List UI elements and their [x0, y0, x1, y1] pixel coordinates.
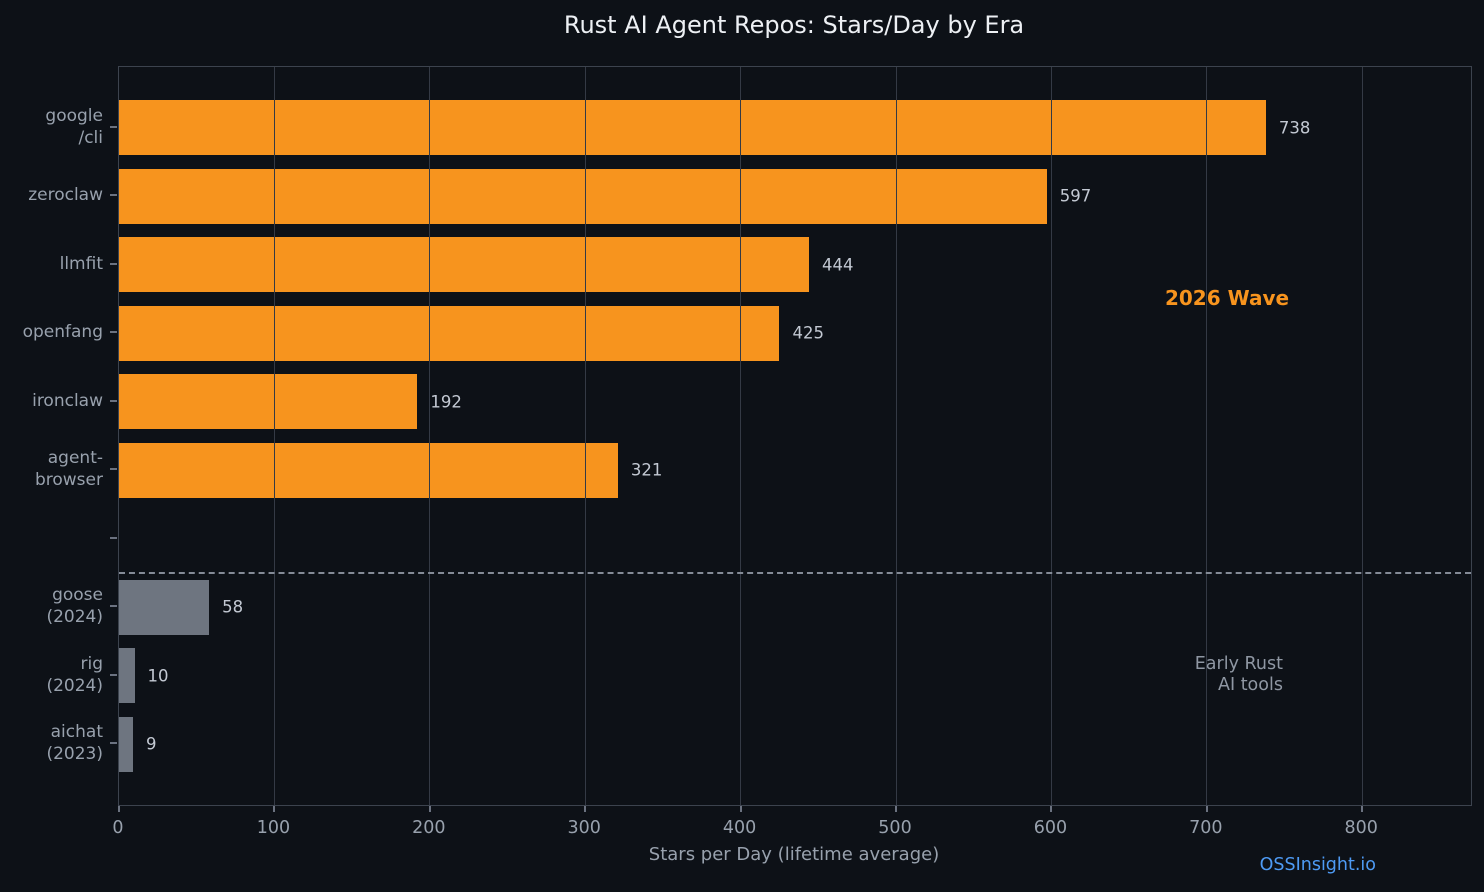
y-label-goose-2024: goose (2024) — [46, 585, 103, 628]
bar-llmfit — [119, 237, 809, 293]
bar-ironclaw — [119, 374, 418, 430]
x-tick-label-600: 600 — [1033, 818, 1068, 838]
x-tick-mark-100 — [273, 806, 276, 812]
value-label-llmfit: 444 — [821, 255, 854, 275]
y-tick-mark-blank — [110, 536, 117, 539]
y-tick-mark-goose-2024 — [110, 605, 117, 608]
y-tick-mark-agent-browser — [110, 468, 117, 471]
gridline-x-300 — [584, 67, 586, 805]
bar-agent-browser — [119, 442, 618, 498]
y-label-zeroclaw: zeroclaw — [28, 185, 103, 206]
y-label-google-cli: google /cli — [45, 105, 103, 148]
x-tick-label-0: 0 — [112, 818, 124, 838]
value-label-rig-2024: 10 — [147, 666, 169, 686]
value-label-ironclaw: 192 — [430, 392, 462, 412]
bar-rig-2024 — [119, 648, 135, 704]
x-tick-label-400: 400 — [722, 818, 757, 838]
value-label-agent-browser: 321 — [630, 460, 663, 480]
value-label-openfang: 425 — [792, 323, 824, 343]
x-tick-label-700: 700 — [1189, 818, 1223, 838]
x-tick-mark-200 — [428, 806, 431, 812]
value-label-zeroclaw: 597 — [1059, 186, 1092, 206]
gridline-x-400 — [740, 67, 742, 805]
x-tick-mark-800 — [1361, 806, 1364, 812]
y-tick-mark-zeroclaw — [110, 194, 117, 197]
y-tick-mark-ironclaw — [110, 399, 117, 402]
gridline-x-200 — [429, 67, 431, 805]
plot-area: 738 597 444 425 192 321 58 10 9 2026 Wave Early Ru… — [118, 66, 1472, 806]
x-tick-mark-0 — [118, 806, 120, 812]
x-tick-label-500: 500 — [878, 818, 912, 838]
x-tick-label-200: 200 — [412, 818, 446, 838]
value-label-aichat-2023: 9 — [145, 734, 157, 754]
y-tick-mark-llmfit — [110, 262, 117, 265]
x-tick-mark-700 — [1205, 806, 1208, 812]
gridline-x-500 — [895, 67, 897, 805]
annotation-early-rust-ai-tools: Early Rust AI tools — [1194, 654, 1283, 696]
y-label-ironclaw: ironclaw — [32, 390, 103, 411]
value-label-goose-2024: 58 — [222, 597, 244, 617]
x-tick-label-300: 300 — [567, 818, 601, 838]
x-axis-label: Stars per Day (lifetime average) — [648, 844, 940, 865]
ossinsight-watermark-link[interactable]: OSSInsight.io — [1259, 855, 1376, 875]
y-label-openfang: openfang — [22, 322, 103, 343]
chart-title: Rust AI Agent Repos: Stars/Day by Era — [563, 11, 1025, 39]
y-tick-mark-google-cli — [110, 125, 117, 128]
bar-openfang — [119, 305, 780, 361]
bar-zeroclaw — [119, 168, 1047, 224]
y-tick-mark-rig-2024 — [110, 673, 117, 676]
y-tick-mark-openfang — [110, 331, 117, 334]
gridline-x-100 — [273, 67, 275, 805]
x-tick-mark-600 — [1050, 806, 1053, 812]
era-separator-line — [119, 572, 1471, 574]
value-label-google-cli: 738 — [1278, 118, 1311, 138]
bar-aichat-2023 — [119, 716, 133, 772]
gridline-x-600 — [1050, 67, 1052, 805]
x-tick-mark-300 — [584, 806, 587, 812]
gridline-x-800 — [1361, 67, 1363, 805]
x-tick-mark-400 — [739, 806, 742, 812]
gridline-x-700 — [1206, 67, 1208, 805]
y-tick-mark-aichat-2023 — [110, 742, 117, 745]
bar-google-cli — [119, 100, 1266, 156]
y-label-aichat-2023: aichat (2023) — [46, 722, 103, 765]
y-label-llmfit: llmfit — [59, 253, 103, 274]
bar-goose-2024 — [119, 579, 210, 635]
annotation-2026-wave: 2026 Wave — [1164, 286, 1290, 311]
x-tick-label-100: 100 — [256, 818, 291, 838]
y-label-rig-2024: rig (2024) — [46, 653, 103, 696]
y-label-agent-browser: agent- browser — [34, 448, 103, 491]
x-tick-mark-500 — [895, 806, 897, 812]
x-tick-label-800: 800 — [1344, 818, 1378, 838]
